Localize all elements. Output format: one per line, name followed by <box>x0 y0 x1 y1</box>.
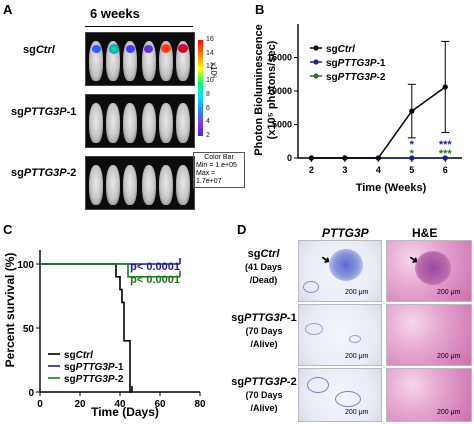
panel-d-col-he: H&E <box>412 226 438 240</box>
y-tick-label: 15000 <box>267 53 292 63</box>
color-bar <box>198 40 203 136</box>
panel-a-row-label: sgPTTG3P-1 <box>11 106 77 118</box>
panel-a-label: A <box>3 2 13 17</box>
panel-d-col-ish: PTTG3P <box>322 226 369 240</box>
data-point <box>442 84 448 90</box>
panel-b-xlabel: Time (Weeks) <box>356 182 427 194</box>
he-image-sgctrl: ➜ 200 μm <box>386 240 472 302</box>
color-bar-tick: 4 <box>206 118 210 126</box>
panel-a-row-label: sgPTTG3P-2 <box>11 167 77 179</box>
ish-image-sgctrl: ➜ 200 μm <box>298 240 382 302</box>
significance-mark: *** <box>439 139 453 151</box>
panel-d-row-label: sgPTTG3P-1 (70 Days /Alive) <box>231 312 297 349</box>
ish-image-sgpttg3p-2: 200 μm <box>298 368 382 422</box>
color-bar-tick: 10 <box>206 77 214 85</box>
y-tick-label: 0 <box>28 388 34 399</box>
y-tick-label: 5000 <box>272 120 292 130</box>
x-tick-label: 3 <box>342 165 347 175</box>
panel-c-chart: Percent survival (%) 0 50 100 0 20 40 60 80 Tim… <box>3 250 206 419</box>
significance-mark: * <box>410 139 415 151</box>
x-tick-label: 5 <box>409 165 414 175</box>
panel-b-chart: Photon Bioluminescence (x10⁵ photons/sec… <box>253 24 462 194</box>
color-bar-tick: 12 <box>206 63 214 71</box>
legend-marker <box>313 45 319 51</box>
panel-c-label: C <box>3 222 13 237</box>
data-point <box>342 155 348 161</box>
legend-label: sgPTTG3P-2 <box>326 72 386 83</box>
series-line <box>311 86 446 159</box>
ivis-image-sgpttg3p-1 <box>85 94 195 148</box>
x-tick-label: 0 <box>37 399 43 410</box>
survival-curve <box>40 263 132 393</box>
ish-image-sgpttg3p-1: 200 μm <box>298 304 382 366</box>
color-bar-tick: 16 <box>206 36 214 43</box>
panel-c-xlabel: Time (Days) <box>91 405 159 419</box>
data-point <box>409 108 415 114</box>
panel-d-row-label: sgCtrl (41 Days /Dead) <box>244 248 283 285</box>
legend-label: sgPTTG3P-1 <box>326 58 386 69</box>
survival-curve <box>40 263 180 278</box>
x-tick-label: 4 <box>376 165 381 175</box>
legend-marker <box>313 73 319 79</box>
x-tick-label: 20 <box>74 399 86 410</box>
color-bar-tick: 8 <box>206 90 210 98</box>
p-value-label: p< 0.0001 <box>130 261 180 273</box>
panel-b-ylabel-1: Photon Bioluminescence <box>253 24 265 155</box>
legend-label: sgPTTG3P-2 <box>64 374 124 385</box>
color-bar-unit: x10⁶ <box>209 62 218 79</box>
x-tick-label: 6 <box>443 165 448 175</box>
p-value-label: p< 0.0001 <box>130 274 180 286</box>
title-underline <box>85 26 193 27</box>
legend-marker <box>313 59 319 65</box>
color-bar-tick: 14 <box>206 49 214 57</box>
x-tick-label: 40 <box>114 399 126 410</box>
panel-b-label: B <box>255 2 265 17</box>
data-point <box>308 155 314 161</box>
legend-label: sgCtrl <box>326 44 355 55</box>
data-point <box>442 155 448 161</box>
x-tick-label: 60 <box>154 399 166 410</box>
panel-c-ylabel: Percent survival (%) <box>3 253 17 368</box>
legend-label: sgPTTG3P-1 <box>64 362 124 373</box>
y-tick-label: 0 <box>287 153 292 163</box>
y-tick-label: 10000 <box>267 86 292 96</box>
color-bar-tick: 6 <box>206 104 210 112</box>
ivis-image-sgctrl <box>85 32 195 86</box>
panel-a-title: 6 weeks <box>90 6 140 21</box>
color-bar-tick: 2 <box>206 132 210 139</box>
panel-a-row-label: sgCtrl <box>23 44 55 56</box>
color-bar-legend: Color Bar Min = 1.e+05 Max = 1.7e+07 <box>193 152 245 188</box>
x-tick-label: 2 <box>309 165 314 175</box>
significance-mark: *** <box>439 148 453 160</box>
data-point <box>375 155 381 161</box>
data-point <box>409 155 415 161</box>
panel-d-label: D <box>237 222 247 237</box>
legend-label: sgCtrl <box>64 350 93 361</box>
he-image-sgpttg3p-2: 200 μm <box>386 368 472 422</box>
panel-b-ylabel-2: (x10⁵ photons/sec) <box>266 40 278 139</box>
y-tick-label: 100 <box>17 260 34 271</box>
significance-mark: * <box>410 148 415 160</box>
panel-d-row-label: sgPTTG3P-2 (70 Days /Alive) <box>231 376 297 413</box>
ivis-image-sgpttg3p-2 <box>85 156 195 210</box>
he-image-sgpttg3p-1: 200 μm <box>386 304 472 366</box>
x-tick-label: 80 <box>194 399 206 410</box>
y-tick-label: 50 <box>23 324 35 335</box>
